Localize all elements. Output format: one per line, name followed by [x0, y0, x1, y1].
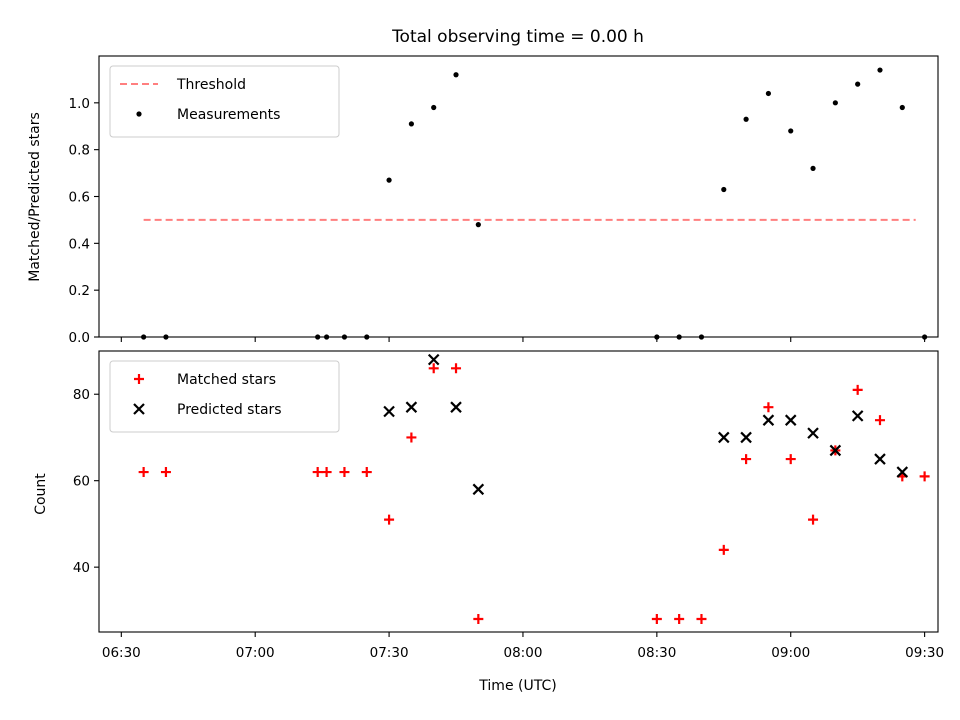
- bottom-chart-data-point: [383, 405, 395, 418]
- bottom-chart-plot-frame: [98, 350, 939, 633]
- top-chart-y-tick-label: 0.0: [69, 330, 90, 346]
- bottom-chart-data-point: [919, 471, 930, 482]
- bottom-chart-data-point: [851, 410, 864, 422]
- bottom-chart-x-axis-label: Time (UTC): [478, 678, 556, 694]
- bottom-chart-data-point: [451, 363, 462, 374]
- top-chart-legend-label: Measurements: [177, 107, 280, 123]
- top-chart-data-point: [475, 222, 481, 228]
- top-chart-legend-box: [109, 65, 340, 138]
- bottom-chart-data-point: [450, 401, 462, 413]
- top-chart-data-point: [386, 177, 392, 183]
- top-chart-data-point: [832, 100, 838, 106]
- bottom-chart-data-point: [741, 454, 752, 465]
- bottom-chart-data-point: [472, 483, 485, 496]
- top-chart-data-point: [721, 186, 727, 193]
- top-chart-data-point: [408, 121, 414, 127]
- bottom-chart-data-point: [740, 431, 752, 444]
- bottom-chart-data-point: [428, 363, 439, 374]
- bottom-chart-data-point: [874, 453, 886, 465]
- top-chart-y-axis-label: Matched/Predicted stars: [27, 112, 43, 282]
- bottom-chart-legend: Matched stars Predicted stars: [109, 360, 340, 433]
- bottom-chart-data-point: [718, 431, 730, 444]
- top-chart-y-tick-label: 0.8: [69, 143, 90, 159]
- bottom-chart-data-point: [784, 414, 797, 426]
- bottom-chart-x-tick-label: 06:30: [102, 645, 141, 661]
- bottom-chart-x-tick-label: 08:30: [637, 645, 676, 661]
- bottom-chart-data-point: [807, 427, 819, 439]
- bottom-chart-data-point: [384, 514, 395, 525]
- bottom-chart-x-tick-label: 07:30: [370, 645, 409, 661]
- top-chart-data-point: [788, 128, 794, 134]
- bottom-chart-data-point: [896, 466, 909, 478]
- bottom-chart-series-predicted-stars: [383, 353, 909, 496]
- bottom-chart-data-point: [808, 514, 819, 525]
- bottom-chart-data-point: [405, 401, 418, 413]
- bottom-chart-data-point: [361, 467, 372, 478]
- top-chart-panel: 0.0 0.2 0.4 0.6 0.8 1.0 Threshold Measurements: [69, 55, 939, 346]
- bottom-chart-data-point: [762, 414, 775, 426]
- top-chart-data-point: [877, 67, 883, 73]
- bottom-chart-data-point: [427, 353, 440, 366]
- bottom-chart-x-tick-label: 07:00: [236, 645, 275, 661]
- bottom-chart-data-point: [406, 432, 417, 443]
- bottom-chart-legend-swatch: [134, 374, 144, 384]
- top-chart-y-tick-label: 0.2: [69, 283, 90, 299]
- top-chart-y-tick-label: 0.4: [69, 236, 90, 252]
- bottom-chart-legend-label: Matched stars: [177, 372, 276, 388]
- bottom-chart-legend-swatch: [133, 403, 145, 415]
- top-chart-data-point: [431, 104, 437, 111]
- bottom-chart-panel: 40 60 80 06:30 07:00 07:30 08:00 08:30 09:00 09:3…: [73, 350, 944, 661]
- bottom-chart-x-tick-label: 08:00: [504, 645, 543, 661]
- bottom-chart-data-point: [651, 614, 662, 625]
- bottom-chart-data-point: [160, 467, 171, 478]
- bottom-chart-data-point: [763, 402, 774, 413]
- top-chart-legend-label: Threshold: [176, 77, 246, 93]
- bottom-chart-x-tick-label: 09:00: [771, 645, 810, 661]
- bottom-chart-data-point: [138, 467, 149, 478]
- top-chart-data-point: [810, 165, 816, 171]
- bottom-chart-data-point: [339, 467, 350, 478]
- bottom-chart-data-point: [321, 467, 332, 478]
- top-chart-data-point: [855, 81, 861, 87]
- bottom-chart-y-axis-label: Count: [33, 473, 49, 515]
- top-chart-y-tick-label: 0.6: [69, 190, 90, 206]
- top-chart-legend: Threshold Measurements: [109, 65, 340, 138]
- top-chart-data-point: [765, 90, 772, 97]
- bottom-chart-data-point: [312, 467, 323, 478]
- bottom-chart-y-tick-label: 60: [73, 474, 90, 490]
- bottom-chart-data-point: [674, 614, 685, 625]
- bottom-chart-data-point: [473, 614, 484, 625]
- bottom-chart-data-point: [874, 415, 885, 426]
- bottom-chart-data-point: [829, 444, 842, 457]
- bottom-chart-legend-label: Predicted stars: [177, 402, 282, 418]
- top-chart-data-point: [899, 104, 905, 111]
- bottom-chart-legend-box: [109, 360, 340, 433]
- bottom-chart-x-tick-label: 09:30: [905, 645, 944, 661]
- bottom-chart-data-point: [785, 454, 796, 465]
- top-chart-data-point: [453, 72, 459, 78]
- bottom-chart-series-matched-stars: [138, 363, 930, 625]
- top-chart-series-measurements: [141, 67, 928, 340]
- bottom-chart-y-tick-label: 80: [73, 387, 90, 403]
- bottom-chart-data-point: [696, 614, 707, 625]
- top-chart-data-point: [743, 116, 749, 122]
- bottom-chart-data-point: [718, 544, 729, 555]
- top-chart-title: Total observing time = 0.00 h: [391, 27, 644, 47]
- top-chart-legend-swatch: [136, 111, 142, 117]
- bottom-chart-y-tick-label: 40: [73, 560, 90, 576]
- bottom-chart-data-point: [852, 384, 863, 395]
- top-chart-y-tick-label: 1.0: [69, 96, 90, 112]
